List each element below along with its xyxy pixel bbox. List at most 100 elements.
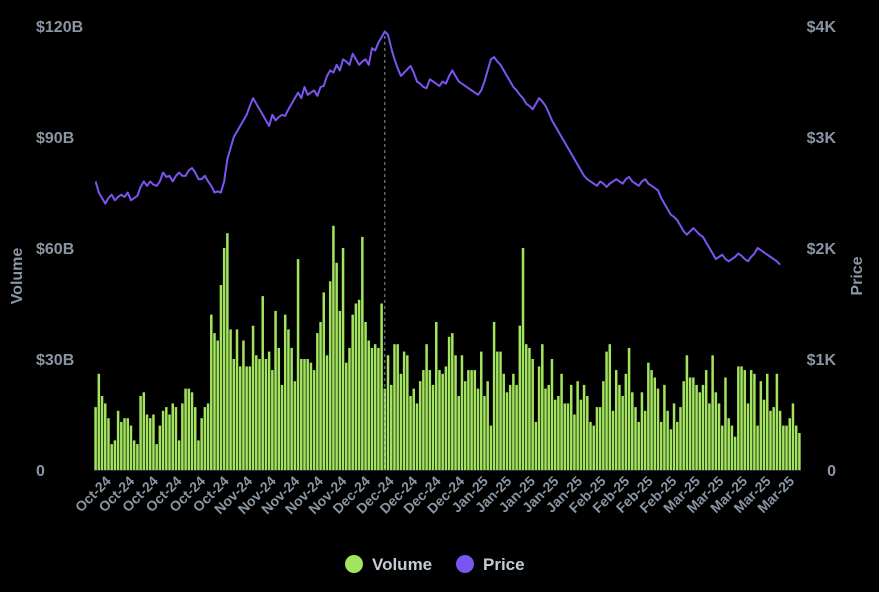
- volume-bar[interactable]: [785, 425, 788, 470]
- volume-bar[interactable]: [300, 359, 303, 470]
- volume-bar[interactable]: [303, 359, 306, 470]
- volume-bar[interactable]: [650, 370, 653, 470]
- volume-bar[interactable]: [534, 421, 538, 470]
- volume-bar[interactable]: [666, 410, 669, 470]
- volume-bar[interactable]: [775, 373, 779, 470]
- volume-bar[interactable]: [248, 366, 252, 470]
- volume-bar[interactable]: [386, 355, 390, 470]
- volume-bar[interactable]: [463, 381, 467, 470]
- volume-bar[interactable]: [560, 373, 563, 470]
- volume-bar[interactable]: [798, 433, 801, 470]
- volume-bar[interactable]: [541, 344, 544, 470]
- volume-bar[interactable]: [348, 347, 351, 470]
- volume-bar[interactable]: [428, 370, 432, 470]
- volume-bar[interactable]: [341, 248, 345, 470]
- volume-bar[interactable]: [608, 344, 612, 470]
- volume-bar[interactable]: [753, 373, 756, 470]
- volume-bar[interactable]: [132, 440, 136, 470]
- volume-bar[interactable]: [165, 407, 168, 470]
- volume-bar[interactable]: [155, 444, 158, 470]
- volume-bar[interactable]: [438, 370, 441, 470]
- volume-bar[interactable]: [499, 351, 502, 470]
- volume-bar[interactable]: [351, 314, 354, 470]
- volume-bar[interactable]: [598, 407, 602, 470]
- volume-bar[interactable]: [669, 429, 673, 470]
- volume-bar[interactable]: [431, 384, 435, 470]
- volume-bar[interactable]: [203, 407, 207, 470]
- volume-bar[interactable]: [508, 384, 512, 470]
- volume-bar[interactable]: [136, 444, 139, 470]
- volume-bar[interactable]: [328, 281, 332, 470]
- volume-bar[interactable]: [216, 340, 219, 471]
- volume-bar[interactable]: [197, 440, 200, 470]
- volume-bar[interactable]: [451, 333, 454, 470]
- volume-bar[interactable]: [730, 425, 734, 470]
- volume-bar[interactable]: [688, 377, 692, 471]
- volume-bar[interactable]: [357, 299, 361, 470]
- volume-bar[interactable]: [582, 384, 586, 470]
- volume-bar[interactable]: [701, 384, 705, 470]
- volume-bar[interactable]: [264, 359, 268, 470]
- volume-bar[interactable]: [287, 329, 290, 470]
- volume-bar[interactable]: [531, 359, 534, 470]
- volume-bar[interactable]: [766, 373, 769, 470]
- volume-bar[interactable]: [184, 388, 187, 470]
- volume-bar[interactable]: [467, 370, 470, 470]
- volume-bar[interactable]: [283, 314, 287, 470]
- volume-bar[interactable]: [576, 381, 579, 470]
- volume-bar[interactable]: [110, 444, 113, 470]
- volume-bar[interactable]: [653, 377, 657, 471]
- volume-bar[interactable]: [100, 396, 104, 470]
- volume-bar[interactable]: [399, 373, 403, 470]
- volume-bar[interactable]: [512, 373, 515, 470]
- volume-bar[interactable]: [496, 351, 499, 470]
- volume-bar[interactable]: [460, 355, 464, 470]
- volume-bar[interactable]: [187, 388, 191, 470]
- volume-bar[interactable]: [415, 403, 419, 470]
- volume-bar[interactable]: [756, 425, 759, 470]
- volume-bar[interactable]: [772, 407, 775, 470]
- volume-bar[interactable]: [120, 421, 123, 470]
- volume-bar[interactable]: [325, 355, 329, 470]
- volume-bar[interactable]: [213, 333, 216, 470]
- volume-bar[interactable]: [435, 322, 438, 470]
- volume-bar[interactable]: [656, 388, 660, 470]
- volume-bar[interactable]: [222, 248, 226, 470]
- volume-bar[interactable]: [107, 418, 110, 470]
- volume-bar[interactable]: [145, 414, 149, 471]
- volume-bar[interactable]: [457, 396, 460, 470]
- volume-bar[interactable]: [717, 403, 721, 470]
- volume-bar[interactable]: [794, 425, 798, 470]
- volume-bar[interactable]: [483, 396, 486, 470]
- volume-bar[interactable]: [740, 366, 743, 470]
- volume-bar[interactable]: [782, 425, 785, 470]
- volume-bar[interactable]: [586, 396, 589, 470]
- volume-bar[interactable]: [126, 418, 129, 470]
- volume-bar[interactable]: [422, 370, 425, 470]
- volume-bar[interactable]: [643, 410, 647, 470]
- volume-bar[interactable]: [733, 436, 737, 470]
- volume-bar[interactable]: [631, 392, 634, 470]
- volume-bar[interactable]: [190, 392, 194, 470]
- volume-bar[interactable]: [139, 396, 142, 470]
- volume-bar[interactable]: [737, 366, 740, 470]
- volume-bar[interactable]: [123, 418, 126, 470]
- volume-bar[interactable]: [338, 310, 342, 470]
- volume-bar[interactable]: [769, 410, 772, 470]
- volume-bar[interactable]: [602, 381, 605, 470]
- volume-bar[interactable]: [377, 347, 380, 470]
- volume-bar[interactable]: [676, 421, 679, 470]
- volume-bar[interactable]: [614, 370, 618, 470]
- volume-bar[interactable]: [238, 366, 242, 470]
- volume-bar[interactable]: [277, 347, 281, 470]
- volume-bar[interactable]: [129, 425, 133, 470]
- volume-bar[interactable]: [682, 381, 685, 470]
- volume-bar[interactable]: [634, 407, 637, 470]
- volume-bar[interactable]: [370, 347, 374, 470]
- volume-bar[interactable]: [721, 425, 724, 470]
- volume-bar[interactable]: [505, 392, 509, 470]
- volume-bar[interactable]: [168, 414, 171, 471]
- volume-bar[interactable]: [492, 322, 496, 470]
- volume-bar[interactable]: [569, 384, 573, 470]
- volume-bar[interactable]: [566, 403, 570, 470]
